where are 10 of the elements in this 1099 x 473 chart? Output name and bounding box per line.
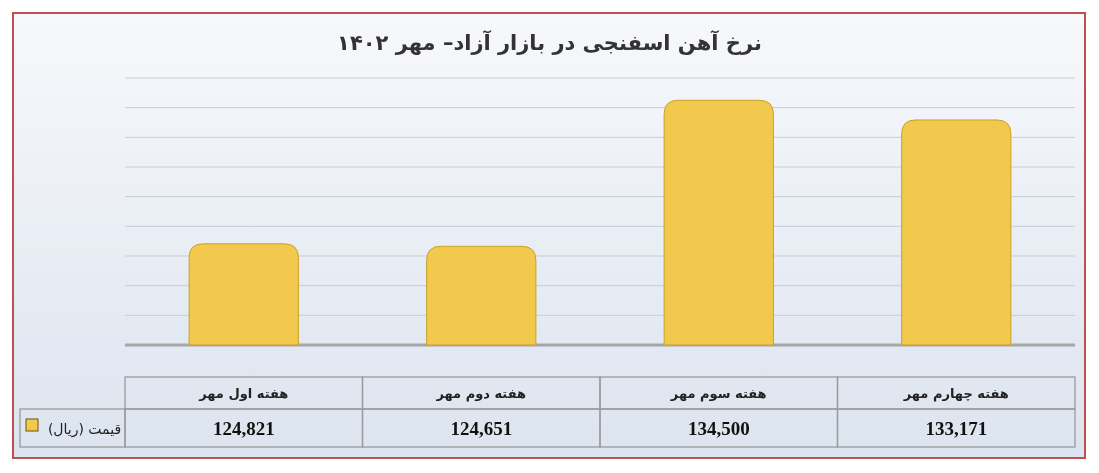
data-label: 124,821: [212, 418, 275, 439]
x-tick-label: هفته اول مهر: [198, 386, 289, 401]
x-tick-label: هفته چهارم مهر: [902, 386, 1009, 402]
data-label: 134,500: [687, 418, 750, 439]
x-tick-label: هفته دوم مهر: [435, 386, 527, 402]
data-label: 124,651: [450, 418, 513, 439]
legend: قیمت (ریال): [25, 418, 122, 437]
chart-title: نرخ آهن اسفنجی در بازار آزاد– مهر ۱۴۰۲: [337, 30, 762, 55]
x-tick-label: هفته سوم مهر: [669, 386, 767, 402]
data-label: 133,171: [925, 418, 988, 439]
